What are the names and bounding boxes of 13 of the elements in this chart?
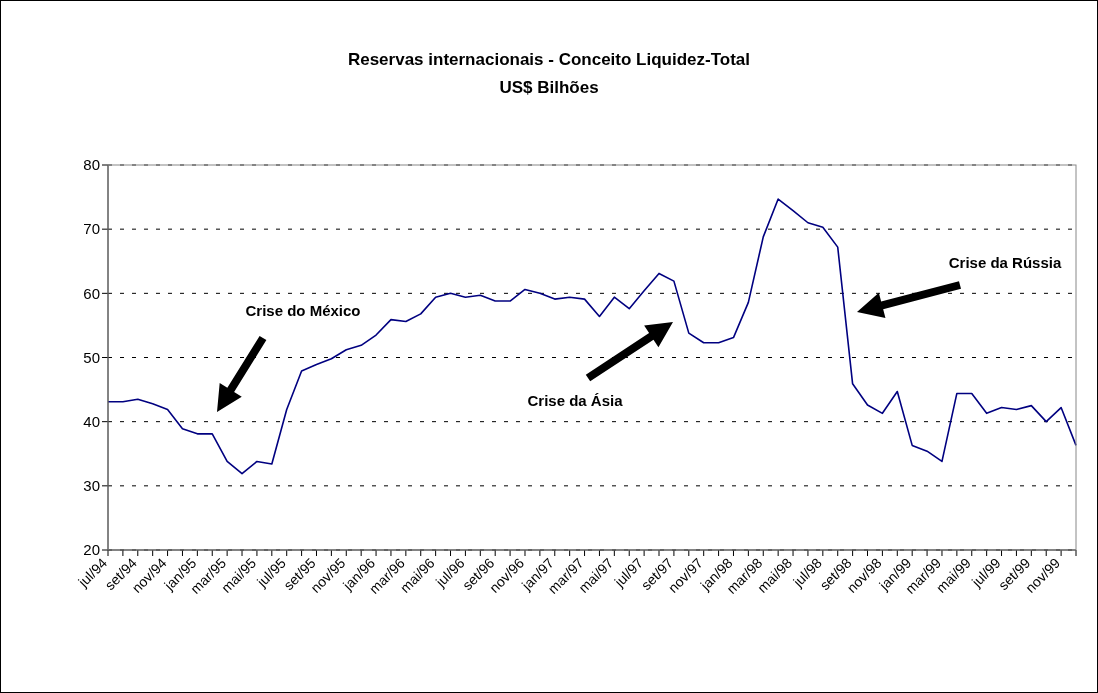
annotation: Crise da Ásia <box>527 392 624 409</box>
chart-subtitle: US$ Bilhões <box>498 78 600 98</box>
y-tick-label: 80 <box>83 156 100 174</box>
annotation: Crise do México <box>245 302 361 319</box>
line-series <box>107 198 1077 475</box>
y-tick-label: 30 <box>83 477 100 495</box>
annotation: Crise da Rússia <box>948 254 1062 271</box>
y-tick-label: 50 <box>83 348 100 366</box>
y-tick-label: 40 <box>83 412 100 430</box>
chart-title: Reservas internacionais - Conceito Liquidez-Total <box>346 50 752 70</box>
y-tick-label: 70 <box>83 220 100 238</box>
y-tick-label: 20 <box>83 541 100 559</box>
y-tick-label: 60 <box>83 284 100 302</box>
